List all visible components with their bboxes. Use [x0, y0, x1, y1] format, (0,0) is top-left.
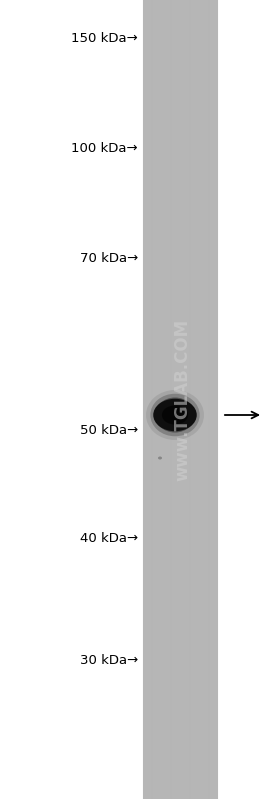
Text: www.TGLAB.COM: www.TGLAB.COM	[174, 319, 192, 480]
Ellipse shape	[146, 390, 204, 440]
Ellipse shape	[153, 399, 197, 431]
Bar	[143, 0, 218, 799]
Ellipse shape	[159, 401, 191, 429]
Ellipse shape	[150, 394, 200, 436]
Text: 100 kDa→: 100 kDa→	[71, 141, 138, 154]
Text: 40 kDa→: 40 kDa→	[80, 531, 138, 544]
Ellipse shape	[155, 397, 195, 432]
Text: 150 kDa→: 150 kDa→	[71, 31, 138, 45]
Text: 50 kDa→: 50 kDa→	[80, 423, 138, 436]
Text: 70 kDa→: 70 kDa→	[80, 252, 138, 264]
Ellipse shape	[162, 406, 188, 424]
Text: 30 kDa→: 30 kDa→	[80, 654, 138, 666]
Ellipse shape	[164, 405, 186, 425]
Ellipse shape	[158, 456, 162, 459]
